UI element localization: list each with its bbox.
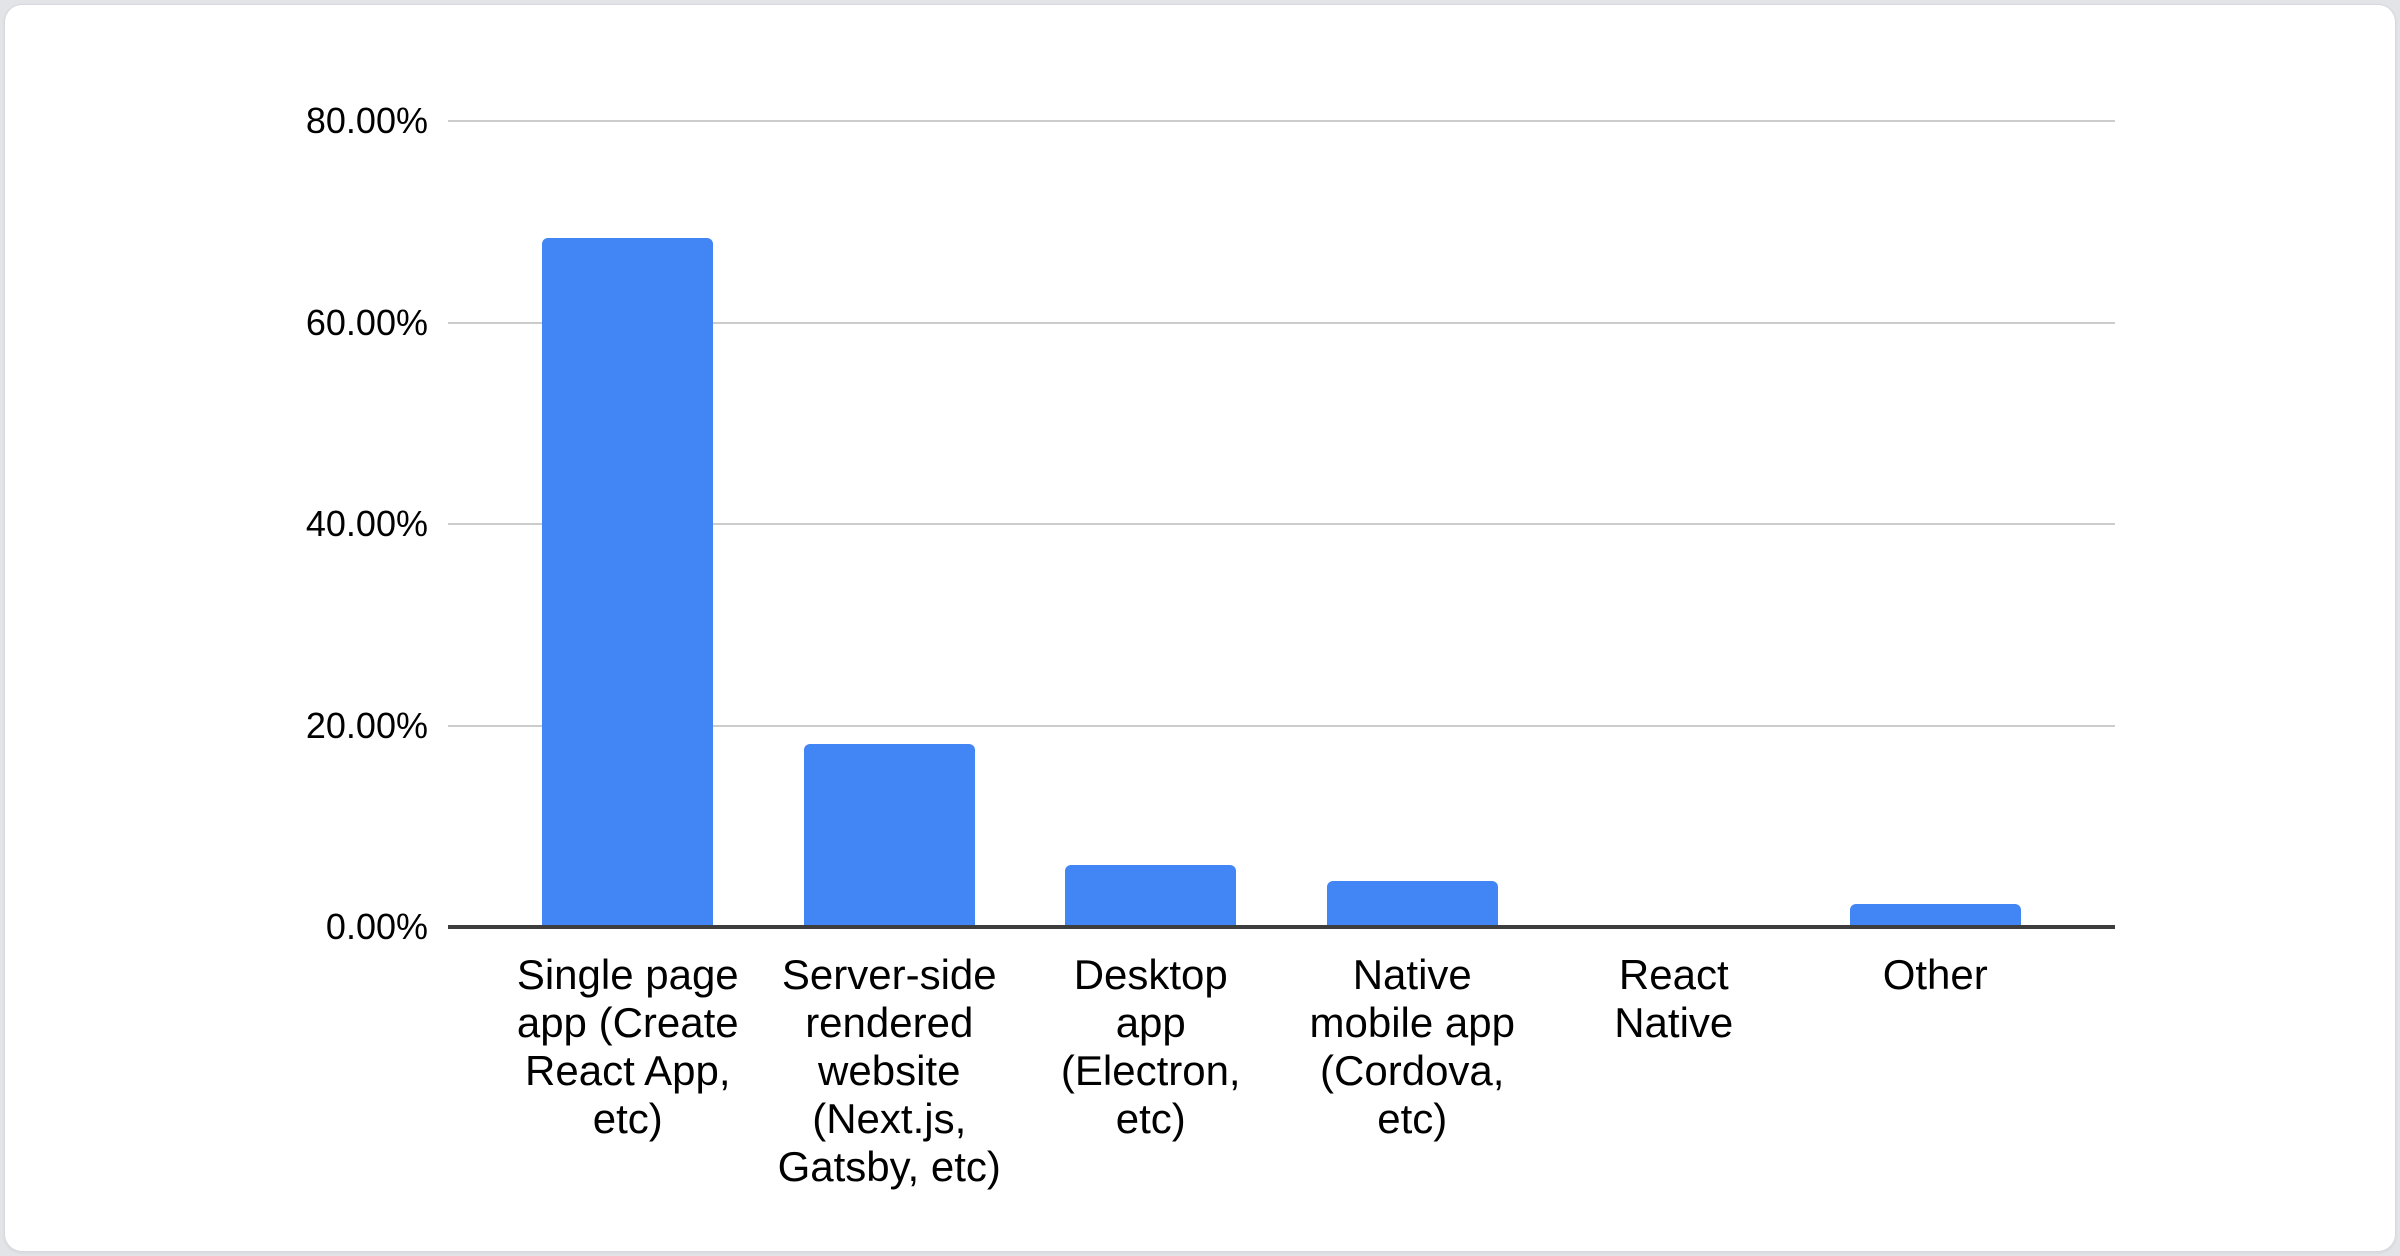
bar-6	[1849, 903, 2021, 927]
x-axis-category-label: Desktop app (Electron, etc)	[1060, 951, 1241, 1142]
x-axis-category-label: Other	[1882, 951, 1988, 998]
bar-1	[542, 237, 714, 927]
y-axis-tick-label: 40.00%	[305, 503, 428, 544]
bar-3	[1065, 864, 1237, 927]
y-axis-tick-label: 20.00%	[305, 704, 428, 746]
bar-slot	[759, 121, 1021, 927]
bar-slot	[497, 121, 759, 927]
gridline	[448, 321, 2115, 324]
bar-slot	[1020, 121, 1282, 927]
x-axis-category-label: React Native	[1614, 951, 1734, 1046]
chart-card: 0.00% 20.00% 40.00% 60.00% 80.00% Single pag…	[4, 4, 2396, 1252]
bar-4	[1326, 880, 1498, 927]
y-axis-tick-label: 60.00%	[305, 301, 428, 343]
bar-slot	[1543, 121, 1805, 927]
x-axis-baseline	[448, 925, 2115, 929]
x-axis-labels: Single page app (Create React App, etc) S…	[448, 951, 2115, 1191]
bars-row	[448, 121, 2115, 927]
y-axis-tick-label: 80.00%	[305, 100, 428, 141]
x-axis-category-label: Native mobile app (Cordova, etc)	[1309, 951, 1515, 1142]
gridline	[448, 523, 2115, 525]
bar-2	[803, 743, 975, 927]
x-axis-category-label: Single page app (Create React App, etc)	[516, 951, 739, 1142]
x-axis-category-label: Server-side rendered website (Next.js, G…	[777, 951, 1001, 1190]
y-axis-tick-label: 0.00%	[325, 906, 428, 947]
gridline	[448, 120, 2115, 122]
gridline	[448, 724, 2115, 727]
plot-area: 0.00% 20.00% 40.00% 60.00% 80.00%	[306, 100, 2115, 947]
bar-slot	[1282, 121, 1544, 927]
bar-slot	[1805, 121, 2067, 927]
